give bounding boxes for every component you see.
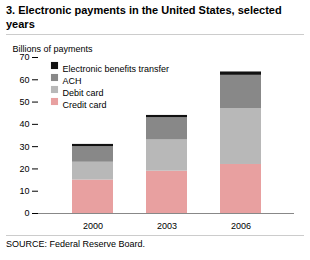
html-text:SOURCE: Federal Reserve Board.: SOURCE: Federal Reserve Board. (6, 239, 146, 249)
svg-text:50: 50 (19, 97, 29, 107)
svg-text:70: 70 (19, 52, 30, 63)
svg-text:ACH: ACH (63, 76, 82, 86)
svg-text:20: 20 (19, 164, 29, 174)
svg-text:Electronic benefits transfer: Electronic benefits transfer (63, 64, 170, 74)
html-text:3. Electronic payments in the: 3. Electronic payments in the United Sta… (6, 4, 282, 30)
svg-text:40: 40 (19, 119, 29, 129)
svg-text:30: 30 (19, 142, 29, 152)
svg-text:0: 0 (24, 208, 29, 218)
svg-text:2003: 2003 (157, 221, 177, 231)
svg-text:Credit card: Credit card (63, 100, 107, 110)
svg-text:Debit card: Debit card (63, 88, 104, 98)
svg-text:10: 10 (19, 186, 29, 196)
svg-text:60: 60 (19, 75, 29, 85)
svg-text:2000: 2000 (83, 221, 103, 231)
svg-text:Billions of payments: Billions of payments (13, 44, 94, 54)
svg-text:2006: 2006 (231, 221, 251, 231)
